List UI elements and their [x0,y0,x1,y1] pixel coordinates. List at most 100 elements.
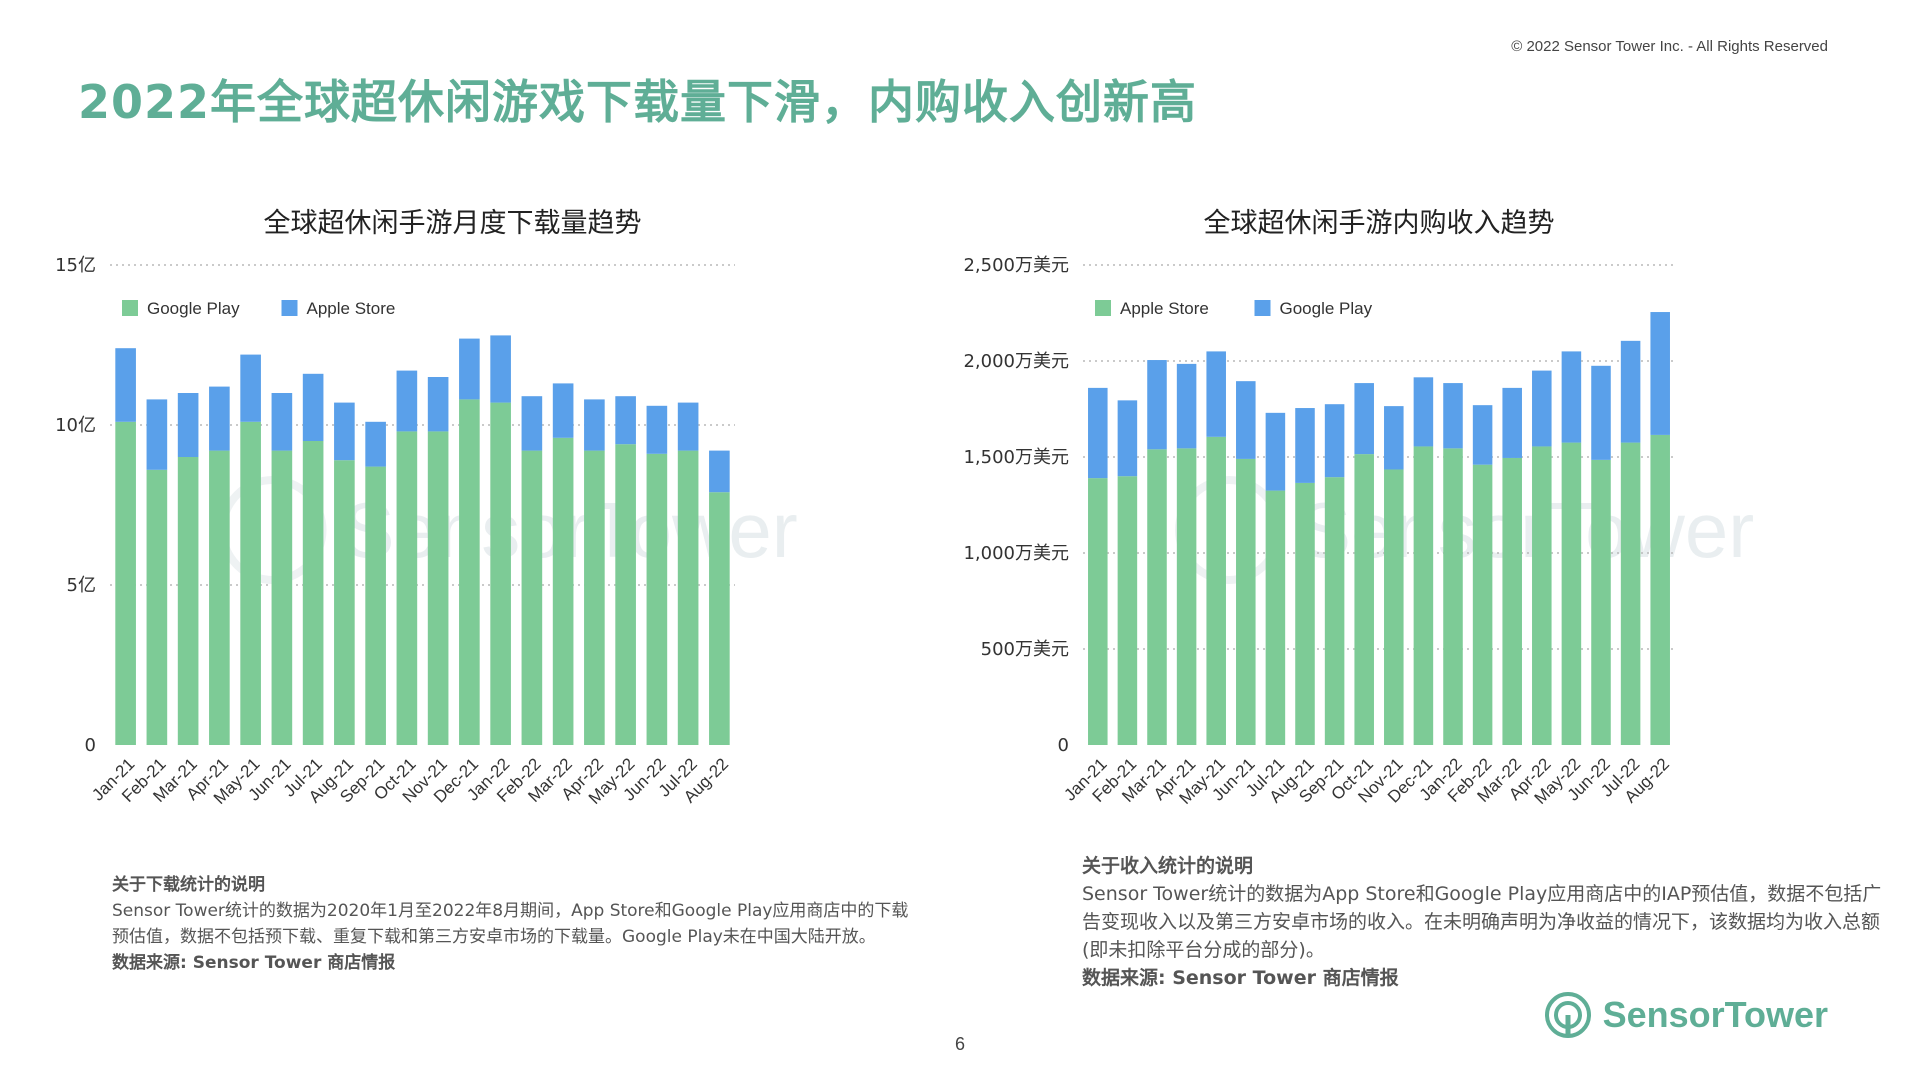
y-tick-label: 0 [1058,735,1069,756]
watermark-text: SensorTower [1299,486,1754,574]
bar-apple-store [1206,436,1226,745]
bar-google-play [177,457,199,745]
legend-label: Google Play [147,299,240,318]
bar-google-play [521,450,543,745]
bar-google-play [427,431,449,745]
legend-label: Apple Store [307,299,396,318]
page-number: 6 [954,1034,965,1054]
bar-apple-store [115,348,136,422]
bar-apple-store [552,383,574,438]
bar-google-play [615,444,636,745]
downloads-chart-svg: 全球超休闲手游月度下载量趋势SensorTower05亿10亿15亿Google… [55,208,798,808]
bar-apple-store [1532,446,1552,745]
bar-apple-store [1088,478,1108,745]
bar-apple-store [709,450,730,493]
legend-label: Apple Store [1120,299,1209,318]
revenue-note: 关于收入统计的说明 Sensor Tower统计的数据为App Store和Go… [1082,852,1882,992]
downloads-note-source: 数据来源: Sensor Tower 商店情报 [112,953,396,973]
bar-google-play [1265,412,1286,491]
bar-google-play [709,492,730,745]
bar-apple-store [271,393,293,451]
bar-apple-store [1117,476,1138,745]
revenue-chart: 全球超休闲手游内购收入趋势 SensorTower 0 500万美元 1,000万美元 1… [955,200,1815,840]
revenue-note-title: 关于收入统计的说明 [1082,855,1254,877]
bar-apple-store [459,338,480,400]
downloads-chart: 全球超休闲手游月度下载量趋势SensorTower05亿10亿15亿Google… [30,200,890,840]
downloads-note: 关于下载统计的说明 Sensor Tower统计的数据为2020年1月至2022… [112,872,912,976]
bar-apple-store [334,402,355,461]
bar-apple-store [1561,442,1582,745]
y-tick-label: 500万美元 [981,639,1069,660]
bar-apple-store [209,386,230,451]
bar-google-play [240,421,261,745]
bar-google-play [209,450,230,745]
bar-google-play [302,441,324,745]
bar-google-play [1147,360,1167,450]
bar-google-play [334,460,355,745]
y-tick-label: 15亿 [55,255,96,276]
bar-google-play [1413,377,1434,447]
bar-google-play [459,399,480,745]
bar-apple-store [1265,490,1286,745]
page-title: 2022年全球超休闲游戏下载量下滑，内购收入创新高 [78,75,1198,129]
bar-apple-store [302,373,324,441]
y-tick-label: 5亿 [67,575,96,596]
downloads-note-body: Sensor Tower统计的数据为2020年1月至2022年8月期间，App … [112,901,909,947]
bar-apple-store [240,354,261,422]
bar-apple-store [490,335,511,403]
brand-name: SensorTower [1602,994,1828,1035]
bar-apple-store [1413,446,1434,745]
bar-google-play [1384,406,1404,470]
y-tick-label: 1,500万美元 [963,447,1069,468]
bar-google-play [1295,408,1315,483]
bar-apple-store [1620,442,1641,745]
bar-google-play [1443,383,1463,449]
bar-apple-store [427,377,449,432]
bar-apple-store [396,370,418,432]
bar-google-play [1620,340,1641,443]
legend-swatch [122,300,138,316]
bar-apple-store [1324,477,1345,745]
bar-google-play [365,466,386,745]
bar-google-play [1472,405,1493,465]
bar-apple-store [521,396,543,451]
legend-swatch [1254,300,1271,316]
bar-google-play [1236,381,1256,459]
bar-google-play [490,402,511,745]
y-tick-label: 1,000万美元 [963,543,1069,564]
bar-apple-store [677,402,699,451]
sensor-tower-logo-icon [1544,992,1591,1038]
downloads-note-title: 关于下载统计的说明 [112,875,265,895]
legend: Apple Store Google Play [1095,299,1373,318]
bar-apple-store [1295,482,1315,745]
revenue-chart-svg: 全球超休闲手游内购收入趋势 SensorTower 0 500万美元 1,000万美元 1… [963,208,1754,808]
bar-apple-store [646,405,668,454]
bar-google-play [1354,383,1374,455]
bar-apple-store [1236,458,1256,745]
chart-title: 全球超休闲手游内购收入趋势 [1204,208,1555,239]
bar-google-play [146,469,168,745]
copyright-text: © 2022 Sensor Tower Inc. - All Rights Re… [1511,38,1828,55]
bar-google-play [1176,363,1197,449]
bar-google-play [646,453,668,745]
legend: Google Play Apple Store [122,299,395,318]
bar-apple-store [1176,448,1197,745]
bar-google-play [396,431,418,745]
bar-google-play [677,450,699,745]
chart-title: 全球超休闲手游月度下载量趋势 [264,208,642,239]
bar-google-play [1591,365,1611,460]
bar-google-play [1206,351,1226,437]
y-tick-label: 0 [85,735,96,756]
bar-apple-store [1650,434,1670,745]
bar-apple-store [1354,454,1374,745]
legend-swatch [281,300,298,316]
y-tick-label: 10亿 [55,415,96,436]
bar-apple-store [1502,457,1522,745]
revenue-note-body: Sensor Tower统计的数据为App Store和Google Play应… [1082,883,1882,961]
bar-google-play [1532,370,1552,447]
revenue-note-source: 数据来源: Sensor Tower 商店情报 [1082,967,1399,989]
brand-logo: SensorTower [1543,990,1828,1040]
bar-google-play [1117,400,1138,477]
bar-apple-store [1443,448,1463,745]
bar-apple-store [1147,449,1167,745]
